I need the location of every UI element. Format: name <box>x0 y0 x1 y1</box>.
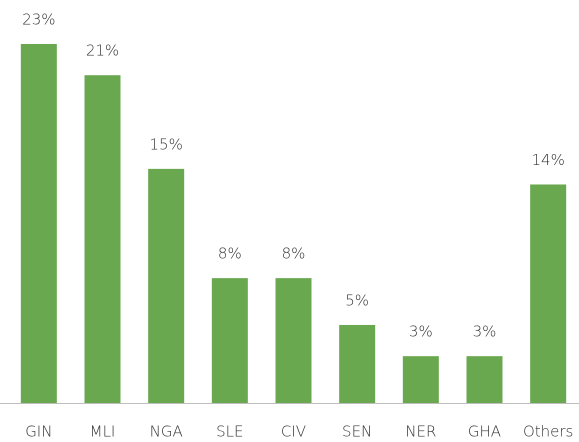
bar <box>275 278 312 403</box>
bar <box>84 75 121 403</box>
x-tick-label: NER <box>405 423 436 441</box>
x-tick-label: GHA <box>468 423 501 441</box>
value-label: 14% <box>531 151 564 169</box>
value-label: 21% <box>86 42 119 60</box>
bar <box>148 168 185 403</box>
bar <box>466 356 503 403</box>
bar <box>530 184 567 403</box>
value-label: 3% <box>473 323 497 341</box>
bar <box>211 278 248 403</box>
x-tick-label: GIN <box>25 423 52 441</box>
x-tick-label: MLI <box>90 423 116 441</box>
x-tick-label: Others <box>523 423 573 441</box>
value-label: 15% <box>149 135 182 153</box>
bar <box>339 324 376 403</box>
value-label: 8% <box>218 245 242 263</box>
value-label: 23% <box>22 11 55 29</box>
value-label: 3% <box>409 323 433 341</box>
x-tick-label: CIV <box>281 423 306 441</box>
value-label: 5% <box>345 291 369 309</box>
x-tick-label: SLE <box>216 423 243 441</box>
x-tick-label: SEN <box>342 423 372 441</box>
value-label: 8% <box>282 245 306 263</box>
bar <box>402 356 439 403</box>
bar <box>20 44 57 403</box>
x-tick-label: NGA <box>150 423 183 441</box>
